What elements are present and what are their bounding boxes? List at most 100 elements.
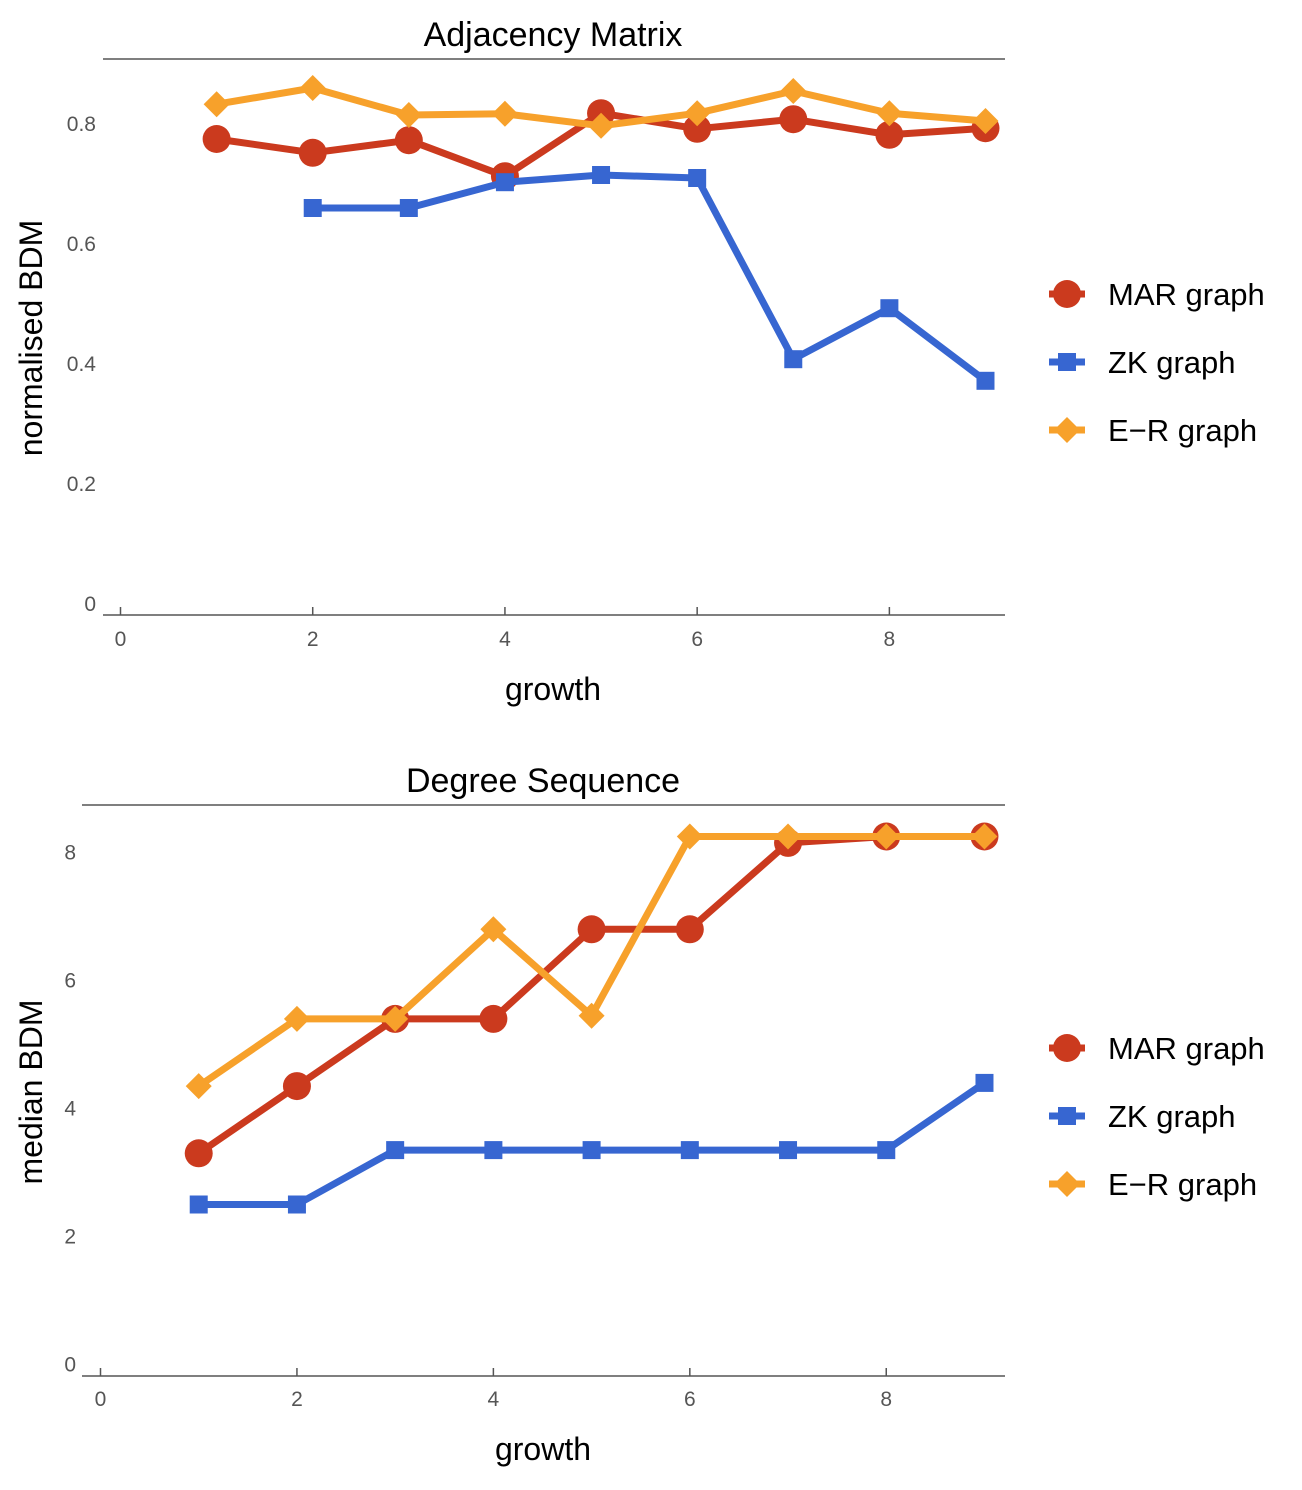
x-tick-label: 8 [884,628,896,651]
data-point [873,823,900,850]
y-tick-label: 2 [64,1226,76,1249]
legend-item: MAR graph [1049,1031,1265,1066]
x-tick-label: 0 [95,1388,107,1411]
series-er [185,823,998,1100]
legend-item: MAR graph [1049,277,1265,312]
x-axis-label: growth [505,671,601,707]
y-tick-label: 0 [84,593,96,616]
series-mar [184,822,999,1168]
data-point [875,120,904,149]
legend-label: E−R graph [1108,413,1257,448]
data-point [876,100,903,127]
legend-item: E−R graph [1049,1167,1257,1202]
data-point [282,1072,311,1101]
data-point [203,91,230,118]
y-tick-label: 0 [64,1354,76,1377]
data-point [578,1002,605,1029]
y-tick-label: 6 [64,970,76,993]
x-tick-label: 6 [691,628,703,651]
data-point [185,1073,212,1100]
data-point [399,199,418,217]
data-point [382,1005,409,1032]
data-point [202,125,231,153]
data-point [303,199,322,217]
data-point [784,350,803,369]
data-point [683,114,712,143]
data-point [299,75,326,101]
data-point [972,108,999,134]
data-point [680,1141,699,1160]
y-tick-label: 0.8 [67,113,96,136]
legend: MAR graph ZK graph E−R graph [1049,1031,1265,1202]
y-tick-label: 0.2 [67,473,96,496]
data-point [287,1195,306,1214]
legend-swatch-marker [1054,417,1080,443]
data-point [184,1139,213,1168]
legend-swatch-marker [1058,1107,1076,1125]
legend-label: E−R graph [1108,1167,1257,1202]
data-point [480,916,507,943]
data-point [675,915,704,944]
chart-title: Degree Sequence [406,762,680,800]
x-axis-label: growth [495,1431,591,1467]
data-point [491,100,518,127]
data-point [386,1141,405,1160]
data-point [592,166,611,184]
data-point [189,1195,208,1214]
data-point [976,371,995,390]
data-point [676,823,703,850]
series-line [309,171,989,385]
chart-title: Adjacency Matrix [424,16,683,54]
data-point [775,823,802,850]
legend-label: ZK graph [1108,345,1236,380]
chart-panel-2: Degree Sequence 0 2 4 6 8 0 2 4 6 8 growth median BD… [13,762,1265,1467]
legend-swatch-marker [1054,1171,1080,1197]
data-point [495,173,514,192]
data-point [395,102,422,128]
x-tick-label: 4 [499,628,511,651]
x-tick-label: 4 [488,1388,500,1411]
y-axis-label: normalised BDM [13,220,49,457]
series-line [195,833,988,1157]
legend-item: E−R graph [1049,413,1257,448]
data-point [779,105,808,134]
data-point [582,1141,601,1160]
series-zk [189,1073,994,1214]
legend-label: MAR graph [1108,1031,1265,1066]
data-point [880,299,899,318]
data-point [588,112,615,139]
data-point [394,126,423,155]
x-tick-label: 0 [115,628,127,651]
legend-swatch-marker [1053,280,1081,308]
y-tick-label: 0.4 [67,353,97,376]
y-tick-label: 8 [64,842,76,865]
y-axis-label: median BDM [13,1000,49,1185]
legend-item: ZK graph [1049,345,1236,380]
legend: MAR graph ZK graph E−R graph [1049,277,1265,448]
legend-label: MAR graph [1108,277,1265,312]
data-point [283,1005,310,1032]
series-line [195,833,988,1090]
y-tick-label: 4 [64,1098,76,1121]
x-tick-label: 2 [307,628,319,651]
data-point [688,169,707,187]
data-point [577,915,606,944]
data-point [479,1004,508,1033]
data-point [484,1141,503,1160]
legend-label: ZK graph [1108,1099,1236,1134]
data-point [971,823,998,850]
legend-item: ZK graph [1049,1099,1236,1134]
x-tick-label: 2 [291,1388,303,1411]
data-point [975,1073,994,1092]
y-tick-label: 0.6 [67,233,96,256]
series-zk [303,166,995,390]
x-tick-label: 6 [684,1388,696,1411]
data-point [780,78,807,104]
data-point [684,100,711,127]
data-point [877,1141,896,1160]
legend-swatch-marker [1058,353,1076,371]
series-er [203,75,999,139]
legend-swatch-marker [1053,1034,1081,1062]
data-point [779,1141,798,1160]
